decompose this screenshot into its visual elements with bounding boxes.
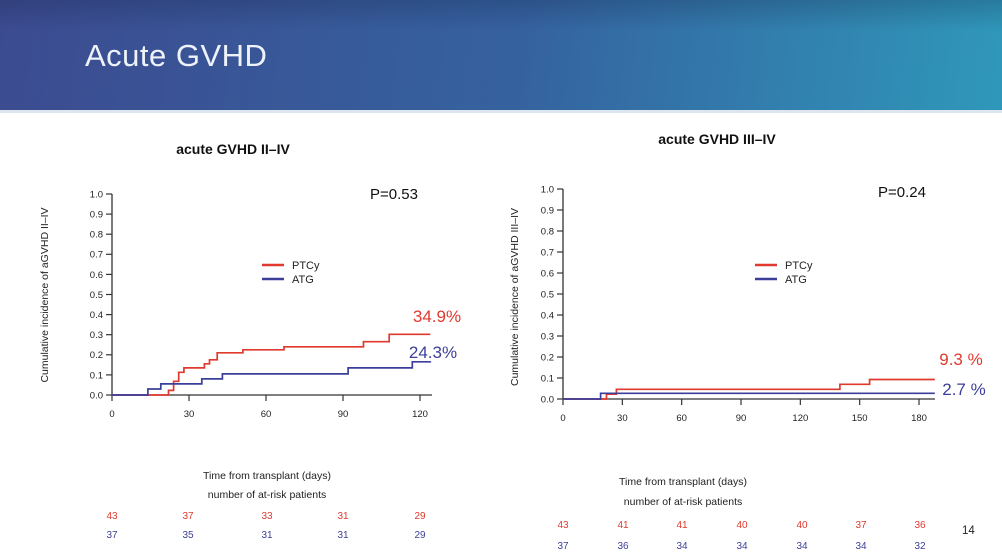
y-tick-label: 0.8 — [90, 230, 103, 241]
at-risk-value-ptcy: 37 — [182, 511, 194, 522]
y-axis-title: Cumulative incidence of aGVHD III–IV — [509, 208, 521, 386]
at-risk-value-ptcy: 36 — [914, 520, 926, 531]
at-risk-value-atg: 34 — [736, 541, 748, 552]
end-label-ptcy: 9.3 % — [939, 350, 982, 369]
legend-label-ptcy: PTCy — [785, 260, 813, 272]
y-tick-label: 0.4 — [541, 310, 554, 321]
x-axis-title: Time from transplant (days) — [203, 470, 331, 482]
km-plot-gvhd-ii-iv: 1.0 0.9 0.8 0.7 0.6 0.5 0.4 0.3 0.2 0.1 0.0 0 30 60 90… — [39, 186, 461, 420]
at-risk-value-atg: 34 — [676, 541, 688, 552]
end-label-atg: 24.3% — [409, 343, 457, 362]
slide-title: Acute GVHD — [85, 38, 268, 73]
y-tick-label: 0.7 — [90, 250, 103, 261]
y-tick-label: 0.0 — [541, 394, 554, 405]
at-risk-value-atg: 32 — [914, 541, 926, 552]
x-tick-label: 0 — [560, 413, 565, 424]
at-risk-value-ptcy: 43 — [106, 511, 118, 522]
at-risk-value-ptcy: 29 — [414, 511, 426, 522]
y-axis-title: Cumulative incidence of aGVHD II–IV — [39, 207, 51, 382]
at-risk-value-atg: 36 — [617, 541, 629, 552]
at-risk-value-atg: 31 — [337, 530, 349, 541]
y-tick-label: 0.2 — [90, 350, 103, 361]
at-risk-value-ptcy: 33 — [261, 511, 273, 522]
at-risk-value-atg: 34 — [855, 541, 867, 552]
curve-ptcy — [112, 333, 431, 396]
x-tick-label: 120 — [792, 413, 808, 424]
km-plot-gvhd-iii-iv: 1.0 0.9 0.8 0.7 0.6 0.5 0.4 0.3 0.2 0.1 0.0 0 30 60 90… — [509, 184, 986, 424]
at-risk-value-ptcy: 41 — [617, 520, 629, 531]
legend-label-atg: ATG — [785, 274, 807, 286]
y-tick-label: 0.5 — [90, 290, 103, 301]
y-tick-label: 0.1 — [541, 373, 554, 384]
page-number: 14 — [962, 525, 975, 537]
end-label-atg: 2.7 % — [942, 380, 985, 399]
legend-label-ptcy: PTCy — [292, 260, 320, 272]
y-tick-label: 0.6 — [541, 268, 554, 279]
legend-label-atg: ATG — [292, 274, 314, 286]
at-risk-value-ptcy: 31 — [337, 511, 349, 522]
at-risk-table-title: number of at-risk patients — [207, 489, 327, 501]
at-risk-value-atg: 37 — [557, 541, 569, 552]
y-tick-label: 0.0 — [90, 390, 103, 401]
y-tick-label: 0.4 — [90, 310, 103, 321]
at-risk-value-ptcy: 40 — [796, 520, 808, 531]
y-tick-label: 0.2 — [541, 352, 554, 363]
at-risk-value-ptcy: 37 — [855, 520, 867, 531]
x-tick-label: 150 — [852, 413, 868, 424]
at-risk-value-atg: 35 — [182, 530, 194, 541]
y-tick-label: 0.7 — [541, 247, 554, 258]
x-tick-label: 90 — [338, 409, 349, 420]
x-tick-label: 180 — [911, 413, 927, 424]
x-axis-title: Time from transplant (days) — [619, 476, 747, 488]
curve-ptcy — [563, 378, 935, 400]
at-risk-value-atg: 29 — [414, 530, 426, 541]
p-value-label: P=0.24 — [878, 184, 926, 201]
x-tick-label: 30 — [184, 409, 195, 420]
y-tick-label: 0.9 — [541, 205, 554, 216]
y-tick-label: 0.3 — [541, 331, 554, 342]
at-risk-value-ptcy: 43 — [557, 520, 569, 531]
x-tick-label: 60 — [676, 413, 687, 424]
y-tick-label: 0.8 — [541, 226, 554, 237]
y-tick-label: 1.0 — [90, 189, 103, 200]
y-tick-label: 0.6 — [90, 270, 103, 281]
y-tick-label: 0.1 — [90, 370, 103, 381]
x-tick-label: 0 — [109, 409, 114, 420]
x-tick-label: 60 — [261, 409, 272, 420]
y-tick-label: 0.3 — [90, 330, 103, 341]
at-risk-table-title: number of at-risk patients — [623, 496, 743, 508]
y-tick-label: 0.9 — [90, 210, 103, 221]
x-tick-label: 30 — [617, 413, 628, 424]
chart-title-gvhd-ii-iv: acute GVHD II–IV — [176, 141, 290, 157]
chart-title-gvhd-iii-iv: acute GVHD III–IV — [658, 131, 776, 147]
y-tick-label: 1.0 — [541, 184, 554, 195]
x-tick-label: 90 — [736, 413, 747, 424]
y-tick-label: 0.5 — [541, 289, 554, 300]
p-value-label: P=0.53 — [370, 186, 418, 203]
slide-header: Acute GVHD — [0, 0, 1002, 113]
at-risk-value-ptcy: 40 — [736, 520, 748, 531]
at-risk-value-atg: 34 — [796, 541, 808, 552]
curve-atg — [563, 392, 935, 400]
at-risk-value-ptcy: 41 — [676, 520, 688, 531]
curve-atg — [112, 360, 432, 396]
at-risk-value-atg: 31 — [261, 530, 273, 541]
x-tick-label: 120 — [412, 409, 428, 420]
end-label-ptcy: 34.9% — [413, 307, 461, 326]
at-risk-value-atg: 37 — [106, 530, 118, 541]
